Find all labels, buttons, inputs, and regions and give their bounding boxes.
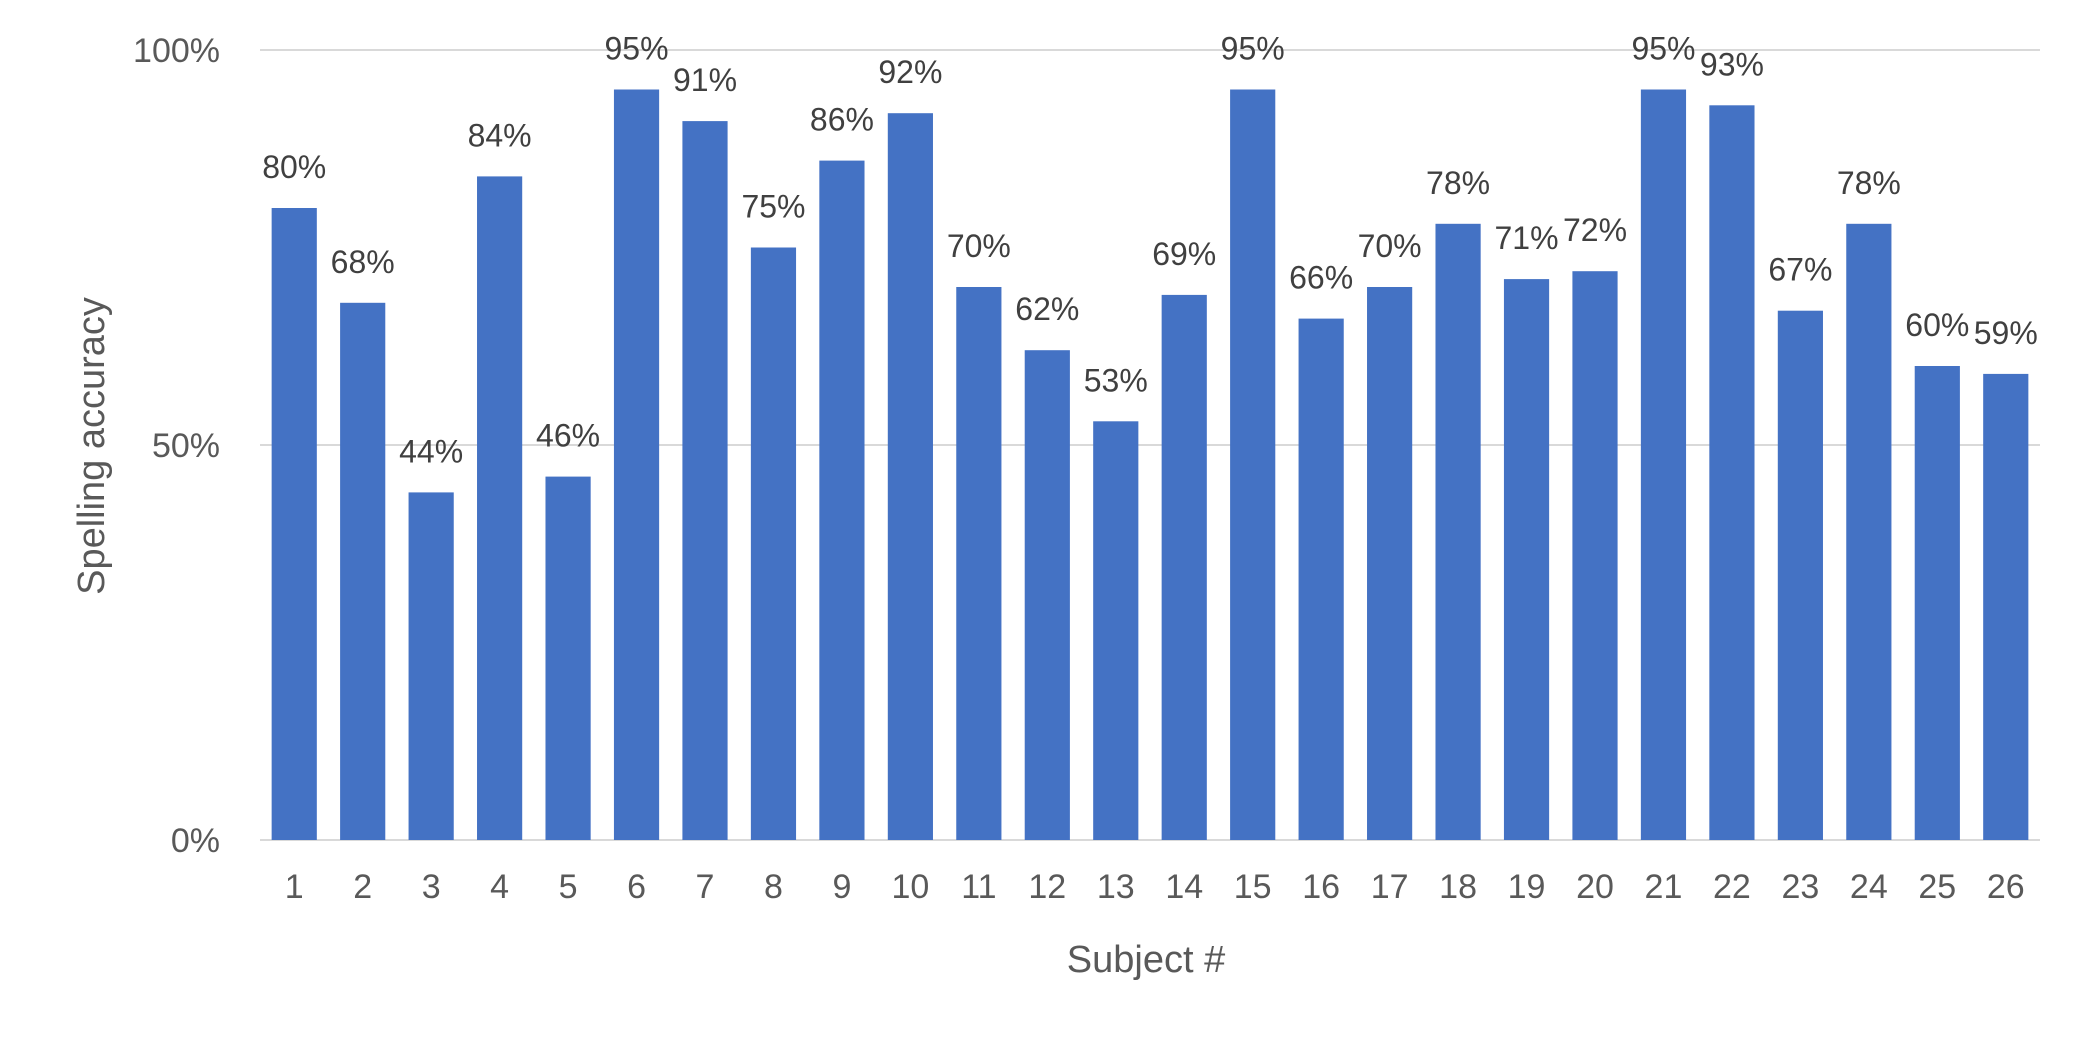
x-tick-label: 19: [1508, 868, 1546, 906]
x-tick-label: 17: [1371, 868, 1409, 906]
data-label: 78%: [1426, 165, 1490, 201]
y-tick-label: 0%: [171, 822, 220, 860]
x-tick-label: 7: [696, 868, 715, 906]
x-tick-label: 21: [1645, 868, 1683, 906]
x-axis-title: Subject #: [1067, 939, 1225, 981]
data-label: 84%: [468, 117, 532, 153]
data-label: 71%: [1495, 220, 1559, 256]
x-tick-label: 24: [1850, 868, 1888, 906]
x-tick-label: 26: [1987, 868, 2025, 906]
data-label: 95%: [1631, 31, 1695, 67]
x-tick-label: 14: [1165, 868, 1203, 906]
bar: [1640, 89, 1687, 840]
x-tick-label: 22: [1713, 868, 1751, 906]
data-label: 53%: [1084, 362, 1148, 398]
y-axis-title: Spelling accuracy: [71, 297, 113, 595]
bar: [271, 208, 317, 840]
x-tick-label: 13: [1097, 868, 1135, 906]
data-label: 75%: [741, 189, 805, 225]
bar: [477, 176, 523, 840]
data-label: 92%: [878, 54, 942, 90]
bar: [887, 113, 933, 840]
y-tick-label: 50%: [152, 427, 220, 465]
data-label: 80%: [262, 149, 326, 185]
x-tick-label: 10: [891, 868, 929, 906]
bar: [1367, 287, 1413, 840]
data-label: 62%: [1015, 291, 1079, 327]
x-axis-ticks: 1 2 3 4 5 6 7 8 9 10 11 12 13 14 15 16 17 18 19 20 21 22 23 24 2…: [285, 868, 2025, 906]
x-tick-label: 25: [1918, 868, 1956, 906]
bar: [1093, 421, 1139, 840]
data-label: 78%: [1837, 165, 1901, 201]
data-label: 70%: [1358, 228, 1422, 264]
bar: [1572, 271, 1618, 840]
data-label: 72%: [1563, 212, 1627, 248]
x-tick-label: 6: [627, 868, 646, 906]
x-tick-label: 12: [1028, 868, 1066, 906]
bar: [1161, 294, 1207, 840]
bar: [956, 287, 1002, 840]
bar: [1983, 373, 2029, 840]
y-axis-ticks: 0% 50% 100%: [133, 32, 220, 860]
x-tick-label: 9: [832, 868, 851, 906]
bar: [1435, 223, 1481, 841]
y-tick-label: 100%: [133, 32, 220, 70]
bar: [1777, 310, 1823, 840]
data-label: 86%: [810, 102, 874, 138]
x-tick-label: 3: [422, 868, 441, 906]
x-tick-label: 1: [285, 868, 304, 906]
x-tick-label: 16: [1302, 868, 1340, 906]
data-label: 93%: [1700, 46, 1764, 82]
data-label: 68%: [331, 244, 395, 280]
data-label: 66%: [1289, 260, 1353, 296]
x-tick-label: 4: [490, 868, 509, 906]
x-tick-label: 8: [764, 868, 783, 906]
data-label: 95%: [605, 31, 669, 67]
x-tick-label: 20: [1576, 868, 1614, 906]
x-tick-label: 18: [1439, 868, 1477, 906]
bar: [1503, 279, 1550, 841]
bar: [1709, 105, 1755, 841]
bar: [1024, 350, 1070, 840]
bar: [1914, 366, 1960, 840]
data-label: 70%: [947, 228, 1011, 264]
data-label: 69%: [1152, 236, 1216, 272]
data-label: 95%: [1221, 31, 1285, 67]
bar: [1846, 223, 1892, 841]
bar: [613, 89, 660, 840]
data-label: 59%: [1974, 315, 2038, 351]
gridlines: [260, 49, 2040, 841]
x-tick-label: 11: [961, 868, 996, 906]
bar: [1298, 318, 1344, 841]
x-tick-label: 5: [559, 868, 578, 906]
x-tick-label: 2: [353, 868, 372, 906]
bars: [271, 89, 2029, 841]
bar: [408, 492, 454, 840]
data-label: 91%: [673, 62, 737, 98]
bar: [340, 302, 386, 840]
bar: [1230, 89, 1276, 840]
data-label: 67%: [1768, 252, 1832, 288]
data-labels: 80%68%44%84%46%95%91%75%86%92%70%62%53%6…: [262, 31, 2038, 470]
data-label: 44%: [399, 433, 463, 469]
bar: [545, 476, 591, 840]
x-tick-label: 15: [1234, 868, 1272, 906]
bar: [750, 247, 797, 840]
data-label: 60%: [1905, 307, 1969, 343]
data-label: 46%: [536, 418, 600, 454]
bar: [819, 160, 865, 841]
bar: [682, 121, 728, 841]
x-tick-label: 23: [1781, 868, 1819, 906]
